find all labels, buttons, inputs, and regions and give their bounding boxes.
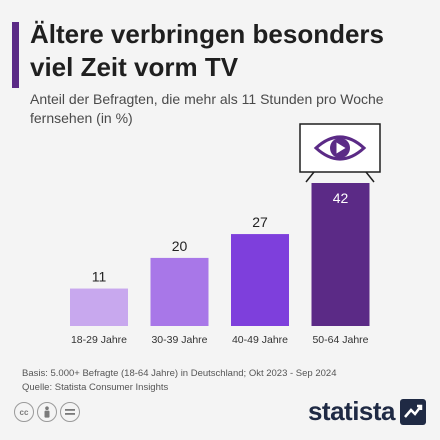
chart-subtitle: Anteil der Befragten, die mehr als 11 St… [30,91,384,126]
title-accent-bar [12,22,19,88]
bar-3 [231,234,289,326]
bar-value-label: 27 [252,214,268,230]
tv-eye-icon [299,123,381,183]
bar-4 [311,183,370,326]
footer-basis-note: Basis: 5.000+ Befragte (18-64 Jahre) in … [22,368,337,379]
cc-icon[interactable]: cc [14,402,34,422]
category-tick-label: 50-64 Jahre [312,334,368,346]
bar-value-label: 42 [333,190,349,206]
statista-logo-icon [400,398,426,425]
no-derivatives-icon[interactable] [60,402,80,422]
statista-logo[interactable]: statista [308,396,426,427]
attribution-icon[interactable] [37,402,57,422]
logo-text: statista [307,396,396,426]
footer-source: Quelle: Statista Consumer Insights [22,382,169,393]
bar-2 [150,257,209,326]
category-tick-label: 40-49 Jahre [232,334,288,346]
bar-1 [70,288,128,326]
page-title: Ältere verbringen besonders viel Zeit vo… [30,19,384,82]
bar-chart: 11 18-29 Jahre 20 30-39 Jahre 27 40-49 Jahre 4… [70,123,381,346]
category-tick-label: 30-39 Jahre [151,334,207,346]
bar-value-label: 11 [92,269,107,285]
bar-value-label: 20 [172,238,188,254]
license-icons: cc [14,402,80,422]
category-tick-label: 18-29 Jahre [71,334,127,346]
